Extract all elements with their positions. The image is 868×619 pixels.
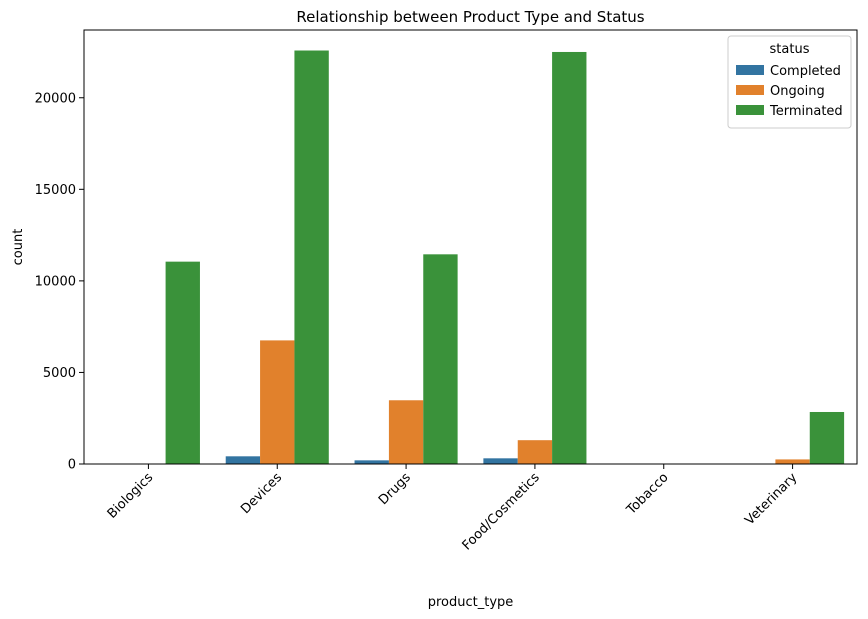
legend-swatch-ongoing [736, 85, 764, 95]
bar-completed-devices [225, 456, 261, 464]
x-tick-label: Food/Cosmetics [460, 470, 543, 553]
x-tick-label: Biologics [105, 470, 157, 522]
bar-completed-drugs [354, 460, 389, 464]
legend-title: status [770, 42, 810, 57]
bar-terminated-food-cosmetics [552, 51, 587, 464]
bar-ongoing-drugs [388, 400, 424, 464]
bar-ongoing-devices [260, 340, 295, 464]
y-tick-label: 0 [68, 458, 76, 473]
legend: status Completed Ongoing Terminated [727, 35, 852, 129]
legend-label-ongoing: Ongoing [770, 84, 825, 99]
y-tick-label: 10000 [35, 274, 76, 289]
bar-terminated-veterinary [809, 411, 845, 464]
legend-label-completed: Completed [770, 64, 841, 79]
bar-ongoing-veterinary [775, 459, 810, 464]
bar-terminated-devices [294, 50, 329, 464]
x-axis: Biologics Devices Drugs Food/Cosmetics Tobac… [105, 464, 801, 553]
bar-terminated-drugs [423, 254, 458, 464]
bar-completed-food-cosmetics [483, 458, 518, 464]
x-tick-label: Tobacco [623, 470, 671, 518]
bar-ongoing-food-cosmetics [517, 440, 553, 464]
x-tick-label: Devices [238, 470, 285, 517]
y-tick-label: 5000 [43, 366, 76, 381]
bar-terminated-biologics [165, 261, 200, 464]
chart-title: Relationship between Product Type and St… [296, 8, 644, 26]
y-tick-label: 15000 [35, 183, 76, 198]
x-tick-label: Drugs [376, 470, 414, 508]
legend-label-terminated: Terminated [769, 104, 843, 119]
y-tick-label: 20000 [35, 91, 76, 106]
legend-swatch-terminated [736, 105, 764, 115]
x-tick-label: Veterinary [742, 470, 800, 528]
legend-swatch-completed [736, 65, 764, 75]
bars [165, 50, 845, 464]
y-axis-label: count [11, 229, 26, 266]
y-axis: 0 5000 10000 15000 20000 [35, 91, 84, 473]
x-axis-label: product_type [428, 595, 514, 610]
plot-frame [83, 29, 858, 465]
